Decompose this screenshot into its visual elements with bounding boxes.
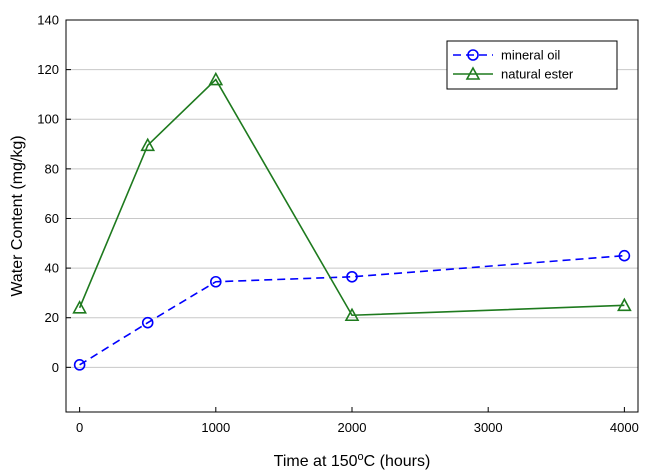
legend-item-mineral-oil: mineral oil xyxy=(453,48,560,63)
data-point-natural-ester xyxy=(617,297,632,312)
legend-item-natural-ester: natural ester xyxy=(453,66,574,82)
data-point-mineral-oil xyxy=(141,316,154,329)
x-tick-label: 4000 xyxy=(610,420,639,435)
y-axis-title: Water Content (mg/kg) xyxy=(9,135,26,296)
x-axis-title: Time at 150oC (hours) xyxy=(274,451,431,470)
data-point-mineral-oil xyxy=(73,359,86,371)
data-point-natural-ester xyxy=(72,300,87,314)
legend-label: mineral oil xyxy=(501,48,560,63)
data-point-mineral-oil xyxy=(210,275,222,288)
x-tick-label: 2000 xyxy=(338,420,367,435)
data-point-mineral-oil xyxy=(618,249,631,262)
y-tick-label: 140 xyxy=(37,13,59,28)
y-tick-label: 20 xyxy=(45,310,59,325)
data-point-natural-ester xyxy=(140,137,156,152)
data-point-mineral-oil xyxy=(346,270,358,283)
legend-box xyxy=(446,40,618,90)
y-tick-label: 120 xyxy=(37,62,59,77)
legend: mineral oil natural ester xyxy=(446,40,618,90)
y-tick-label: 40 xyxy=(45,261,59,276)
x-tick-label: 0 xyxy=(76,420,83,435)
legend-swatch-marker xyxy=(467,49,479,61)
y-tick-label: 80 xyxy=(45,161,59,176)
y-tick-label: 100 xyxy=(37,112,59,127)
y-tick-label: 60 xyxy=(45,211,59,226)
x-tick-label: 1000 xyxy=(201,420,230,435)
legend-swatch-marker xyxy=(465,66,481,80)
x-axis-title-superscript: o xyxy=(358,451,364,463)
axis-ticks: 0 20 40 60 80 100 120 140 0 1000 2000 3000 4000 xyxy=(37,13,639,436)
x-tick-label: 3000 xyxy=(474,420,503,435)
gridlines xyxy=(66,19,638,368)
x-axis-title-main: Time at 150 xyxy=(274,453,358,470)
data-point-natural-ester xyxy=(344,307,360,322)
series-layer xyxy=(72,71,632,371)
series-mineral-oil xyxy=(73,249,631,371)
data-point-natural-ester xyxy=(208,71,224,86)
x-axis-title-unit: C (hours) xyxy=(364,453,431,470)
series-natural-ester xyxy=(72,71,632,322)
series-line-mineral-oil xyxy=(79,254,625,366)
y-tick-label: 0 xyxy=(52,360,59,375)
legend-label: natural ester xyxy=(501,67,574,82)
series-line-natural-ester xyxy=(78,78,625,317)
